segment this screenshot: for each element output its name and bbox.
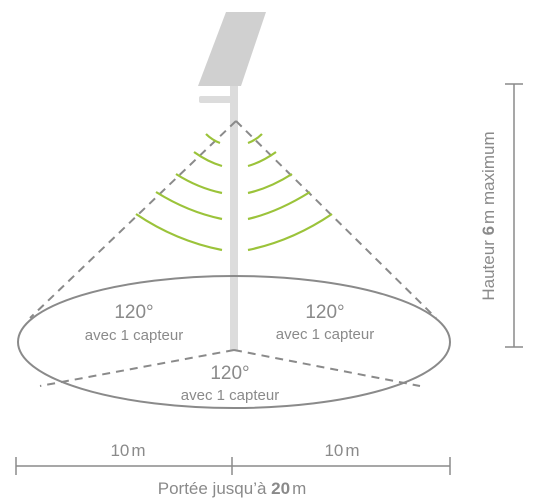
right-distance-label: 10 m [324, 441, 359, 460]
wave-1-right [247, 133, 263, 145]
range-label-value: 20 [271, 479, 290, 498]
right-distance-unit: m [345, 441, 359, 460]
wave-1-left [205, 133, 221, 145]
sector-right-caption: avec 1 capteur [276, 326, 374, 343]
sector-divider-right [233, 349, 421, 387]
left-distance-value: 10 [110, 441, 129, 460]
range-label-prefix: Portée jusqu’à [158, 479, 271, 498]
pole [230, 86, 238, 350]
height-label-suffix: maximum [479, 131, 498, 209]
height-label-prefix: Hauteur [479, 235, 498, 300]
wave-5-left [135, 213, 223, 252]
wave-3-right [247, 173, 293, 195]
wave-5-right [247, 213, 333, 252]
wave-4-left [155, 191, 223, 221]
sector-divider-left [39, 349, 235, 387]
cone-edge-left [29, 120, 237, 319]
height-label-value: 6 [479, 226, 498, 235]
range-label: Portée jusqu’à 20 m [158, 479, 307, 498]
sector-bottom-caption: avec 1 capteur [181, 387, 279, 404]
wave-4-right [247, 191, 311, 221]
sector-bottom-angle: 120° [210, 363, 249, 384]
coverage-ellipse [17, 275, 451, 409]
wave-2-right [247, 151, 277, 168]
left-distance-label: 10 m [110, 441, 145, 460]
sector-right-angle: 120° [305, 302, 344, 323]
range-label-unit: m [292, 479, 306, 498]
sensor-waves [135, 133, 333, 252]
lamp-head [199, 96, 237, 103]
sector-left-caption: avec 1 capteur [85, 327, 183, 344]
height-label: Hauteur 6 m maximum [479, 131, 498, 300]
left-distance-unit: m [131, 441, 145, 460]
wave-2-left [193, 151, 223, 168]
cone-edge-right [235, 120, 437, 319]
height-label-unit: m [479, 210, 498, 224]
wave-3-left [175, 173, 223, 195]
solar-panel [198, 12, 266, 86]
sector-left-angle: 120° [114, 302, 153, 323]
right-distance-value: 10 [324, 441, 343, 460]
